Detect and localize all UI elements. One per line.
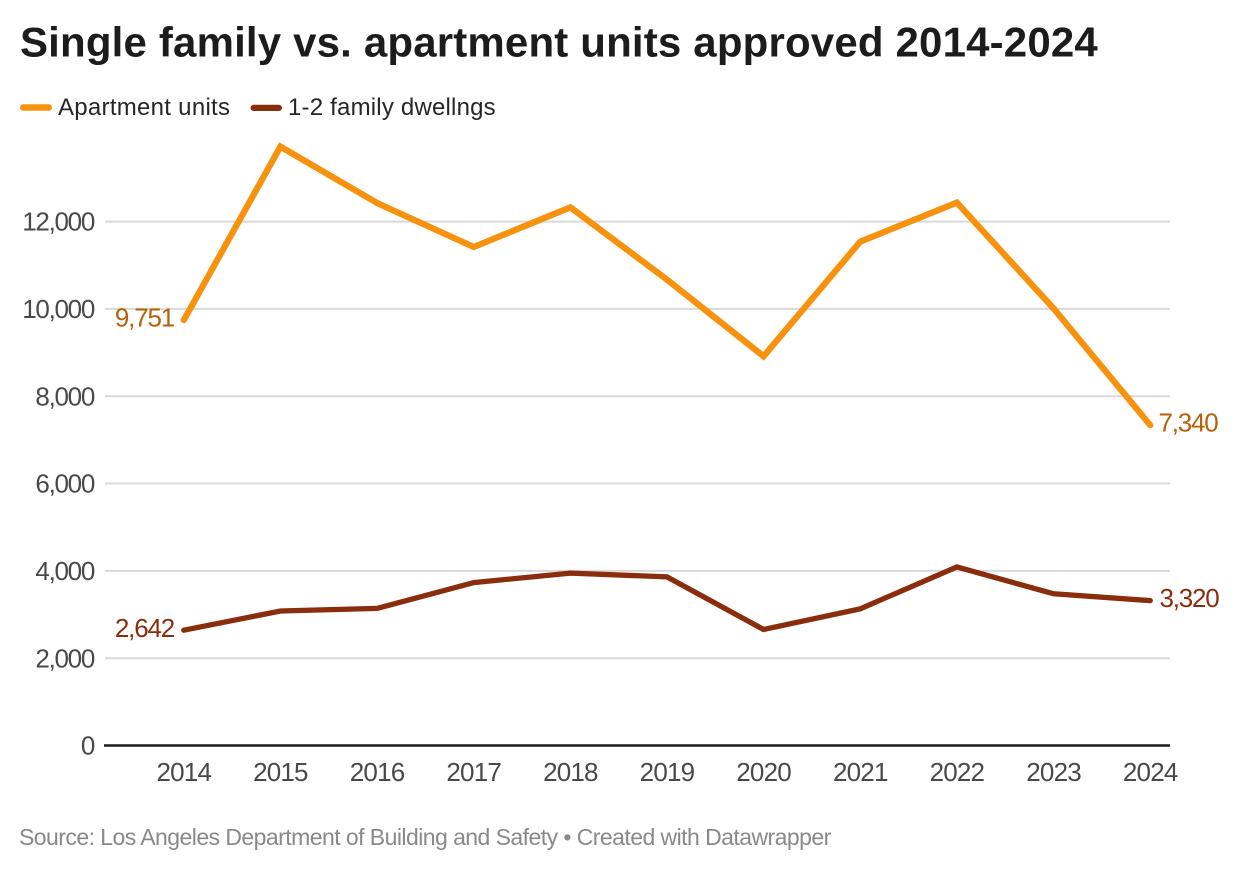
svg-text:2024: 2024 <box>1123 757 1178 787</box>
svg-text:2,642: 2,642 <box>115 613 175 643</box>
svg-text:2022: 2022 <box>930 757 985 787</box>
svg-text:10,000: 10,000 <box>22 294 95 324</box>
svg-text:0: 0 <box>81 731 95 761</box>
svg-text:2021: 2021 <box>833 757 888 787</box>
svg-text:2020: 2020 <box>736 757 791 787</box>
svg-text:2014: 2014 <box>156 757 211 787</box>
svg-text:2017: 2017 <box>446 757 501 787</box>
svg-text:7,340: 7,340 <box>1159 408 1219 438</box>
svg-text:Apartment units: Apartment units <box>58 94 230 121</box>
svg-text:2019: 2019 <box>640 757 695 787</box>
svg-text:2023: 2023 <box>1026 757 1081 787</box>
svg-text:12,000: 12,000 <box>22 207 95 237</box>
svg-text:1-2 family dwellngs: 1-2 family dwellngs <box>288 94 496 121</box>
svg-text:2016: 2016 <box>350 757 405 787</box>
svg-text:3,320: 3,320 <box>1160 583 1220 613</box>
svg-text:6,000: 6,000 <box>35 469 94 499</box>
svg-text:8,000: 8,000 <box>35 381 94 411</box>
svg-text:2,000: 2,000 <box>35 643 94 673</box>
svg-text:2015: 2015 <box>253 757 308 787</box>
svg-text:Source: Los Angeles Department: Source: Los Angeles Department of Buildi… <box>19 824 832 850</box>
svg-text:Single family vs. apartment un: Single family vs. apartment units approv… <box>20 19 1098 66</box>
svg-text:2018: 2018 <box>543 757 598 787</box>
svg-text:4,000: 4,000 <box>35 556 94 586</box>
svg-text:9,751: 9,751 <box>115 302 175 332</box>
